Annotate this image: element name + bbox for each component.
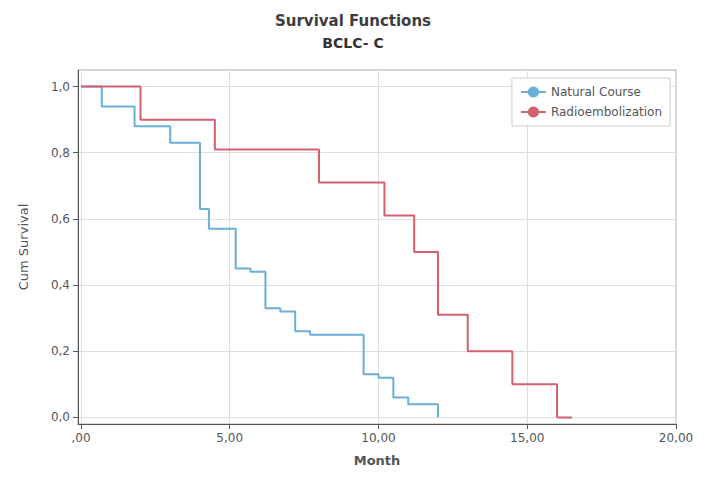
svg-text:1,0: 1,0 <box>51 80 70 94</box>
svg-text:5,00: 5,00 <box>216 431 243 445</box>
svg-text:10,00: 10,00 <box>361 431 395 445</box>
svg-text:BCLC- C: BCLC- C <box>322 35 383 51</box>
svg-text:Natural Course: Natural Course <box>551 85 641 99</box>
svg-text:Month: Month <box>354 453 401 468</box>
svg-text:0,6: 0,6 <box>51 212 70 226</box>
svg-text:,00: ,00 <box>71 431 90 445</box>
svg-text:Survival Functions: Survival Functions <box>275 12 431 30</box>
svg-text:Cum Survival: Cum Survival <box>16 204 31 291</box>
svg-text:15,00: 15,00 <box>510 431 544 445</box>
svg-text:0,4: 0,4 <box>51 278 70 292</box>
svg-text:0,2: 0,2 <box>51 344 70 358</box>
svg-text:0,8: 0,8 <box>51 146 70 160</box>
svg-text:Radioembolization: Radioembolization <box>551 105 662 119</box>
svg-text:0,0: 0,0 <box>51 410 70 424</box>
svg-text:20,00: 20,00 <box>659 431 693 445</box>
